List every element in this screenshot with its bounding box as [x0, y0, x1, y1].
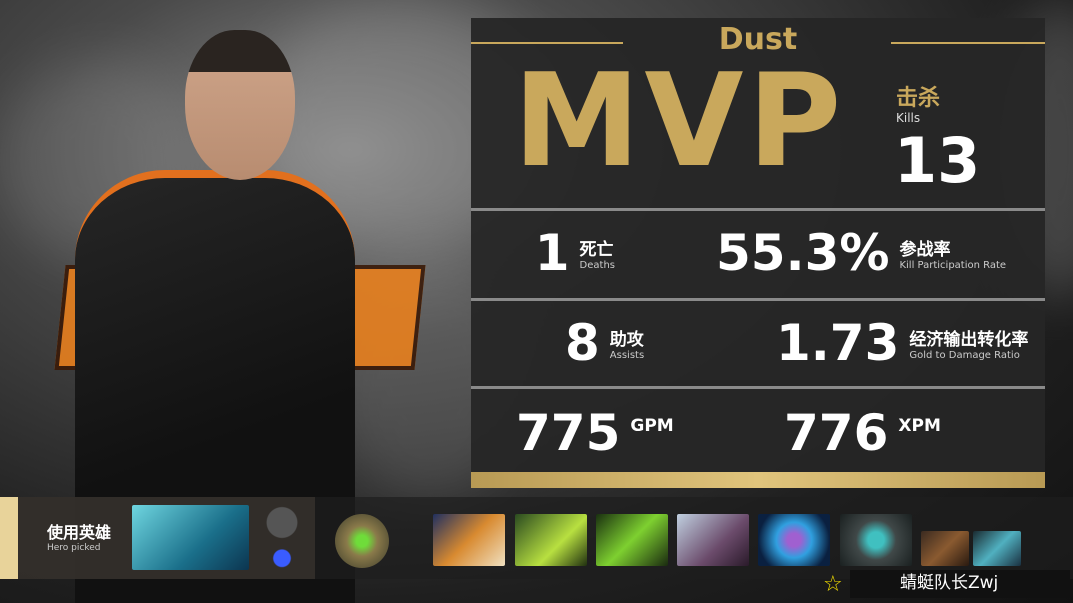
gpm-stat: 775 GPM: [516, 404, 674, 462]
username-label: 蜻蜓队长Zwj: [850, 570, 1070, 598]
mvp-title: MVP: [513, 47, 846, 196]
gold-bar: [471, 472, 1045, 488]
skull-basher-item-icon: [596, 514, 668, 566]
assists-stat: 8 助攻 Assists: [565, 314, 645, 372]
ethereal-blade-item-icon: [515, 514, 587, 566]
aghanims-shard-icon: [262, 503, 302, 568]
xpm-stat: 776 XPM: [784, 404, 941, 462]
aghanims-scepter-icon: [335, 514, 389, 568]
manta-style-item-icon: [677, 514, 749, 566]
star-icon: ☆: [823, 572, 843, 597]
hero-label-en: Hero picked: [47, 543, 101, 553]
boots-item-icon: [921, 531, 969, 566]
kills-label: 击杀: [896, 86, 941, 111]
linken-sphere-item-icon: [758, 514, 830, 566]
hero-label: 使用英雄: [47, 523, 112, 542]
kill-participation-stat: 55.3% 参战率 Kill Participation Rate: [716, 224, 1007, 282]
kills-label-en: Kills: [896, 111, 921, 125]
player-name: Dust: [718, 22, 798, 57]
aegis-item-icon: [973, 531, 1021, 566]
kills-value: 13: [894, 124, 981, 197]
eye-of-skadi-item-icon: [840, 514, 912, 566]
hero-portrait-icon: [132, 505, 249, 570]
butterfly-item-icon: [433, 514, 505, 566]
deaths-stat: 1 死亡 Deaths: [534, 224, 615, 282]
gold-damage-stat: 1.73 经济输出转化率 Gold to Damage Ratio: [776, 314, 1029, 372]
mvp-panel: Dust MVP 击杀 Kills 13 1 死亡 Deaths 55.3% 参战…: [471, 18, 1045, 488]
